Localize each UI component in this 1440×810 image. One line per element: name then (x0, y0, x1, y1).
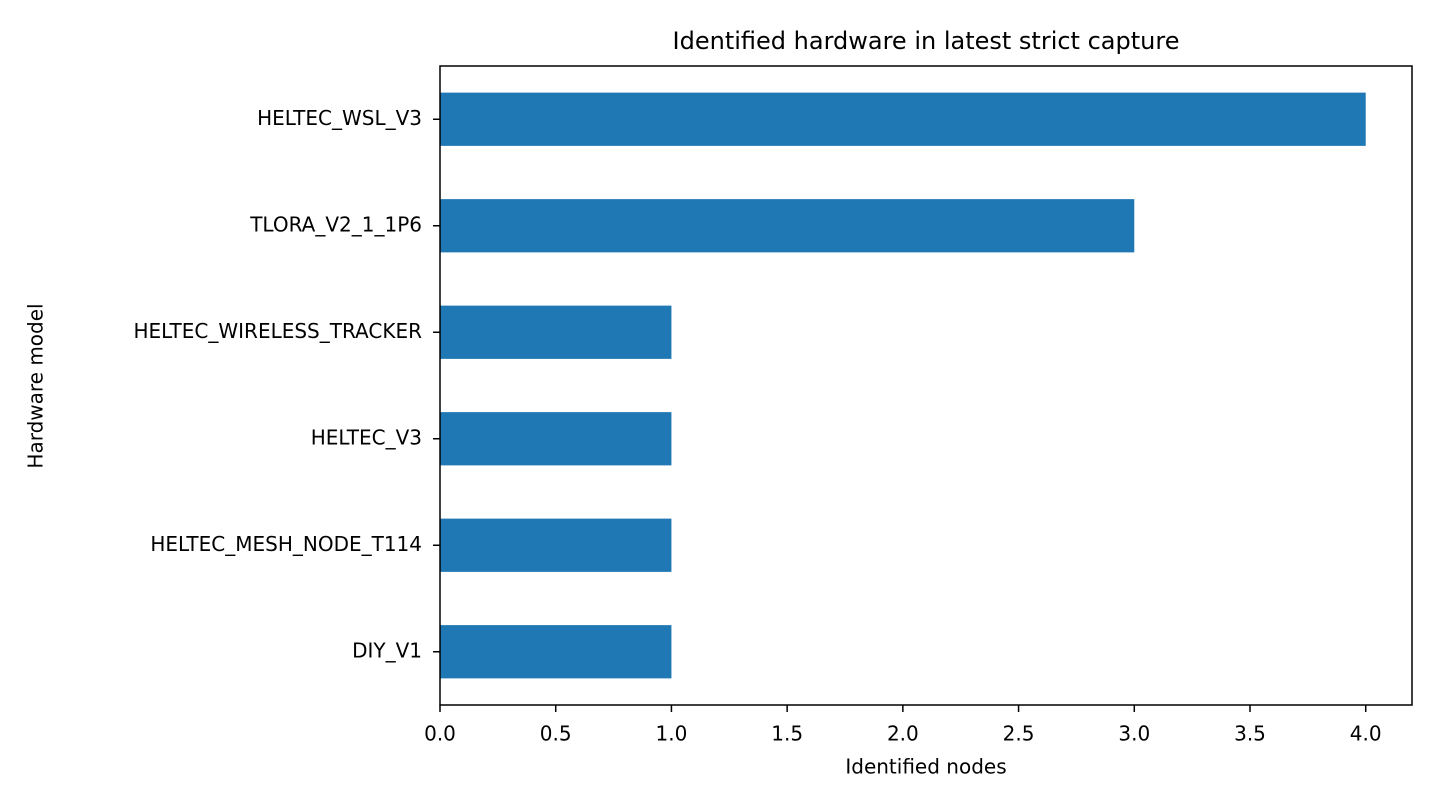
bar (440, 92, 1366, 146)
x-tick-label: 2.5 (1003, 722, 1035, 746)
bar (440, 412, 672, 466)
x-tick-label: 1.0 (656, 722, 688, 746)
bar (440, 305, 672, 359)
x-tick-label: 3.5 (1234, 722, 1266, 746)
plot-frame (439, 65, 1413, 706)
y-tick-label: HELTEC_WIRELESS_TRACKER (133, 319, 422, 343)
chart-title: Identified hardware in latest strict cap… (673, 27, 1180, 55)
x-axis-label: Identified nodes (845, 755, 1006, 779)
bar (440, 199, 1135, 253)
x-tick-label: 3.0 (1118, 722, 1150, 746)
x-tick-label: 1.5 (771, 722, 803, 746)
x-tick-label: 2.0 (887, 722, 919, 746)
y-tick-label: HELTEC_WSL_V3 (257, 106, 422, 130)
bar (440, 625, 672, 679)
y-axis-label: Hardware model (24, 303, 48, 468)
x-tick-label: 4.0 (1350, 722, 1382, 746)
bar (440, 518, 672, 572)
x-tick-label: 0.5 (540, 722, 572, 746)
y-tick-label: HELTEC_MESH_NODE_T114 (150, 532, 422, 556)
x-tick-label: 0.0 (424, 722, 456, 746)
y-tick-label: TLORA_V2_1_1P6 (249, 212, 422, 236)
y-tick-label: DIY_V1 (352, 638, 422, 662)
y-tick-label: HELTEC_V3 (311, 425, 422, 449)
